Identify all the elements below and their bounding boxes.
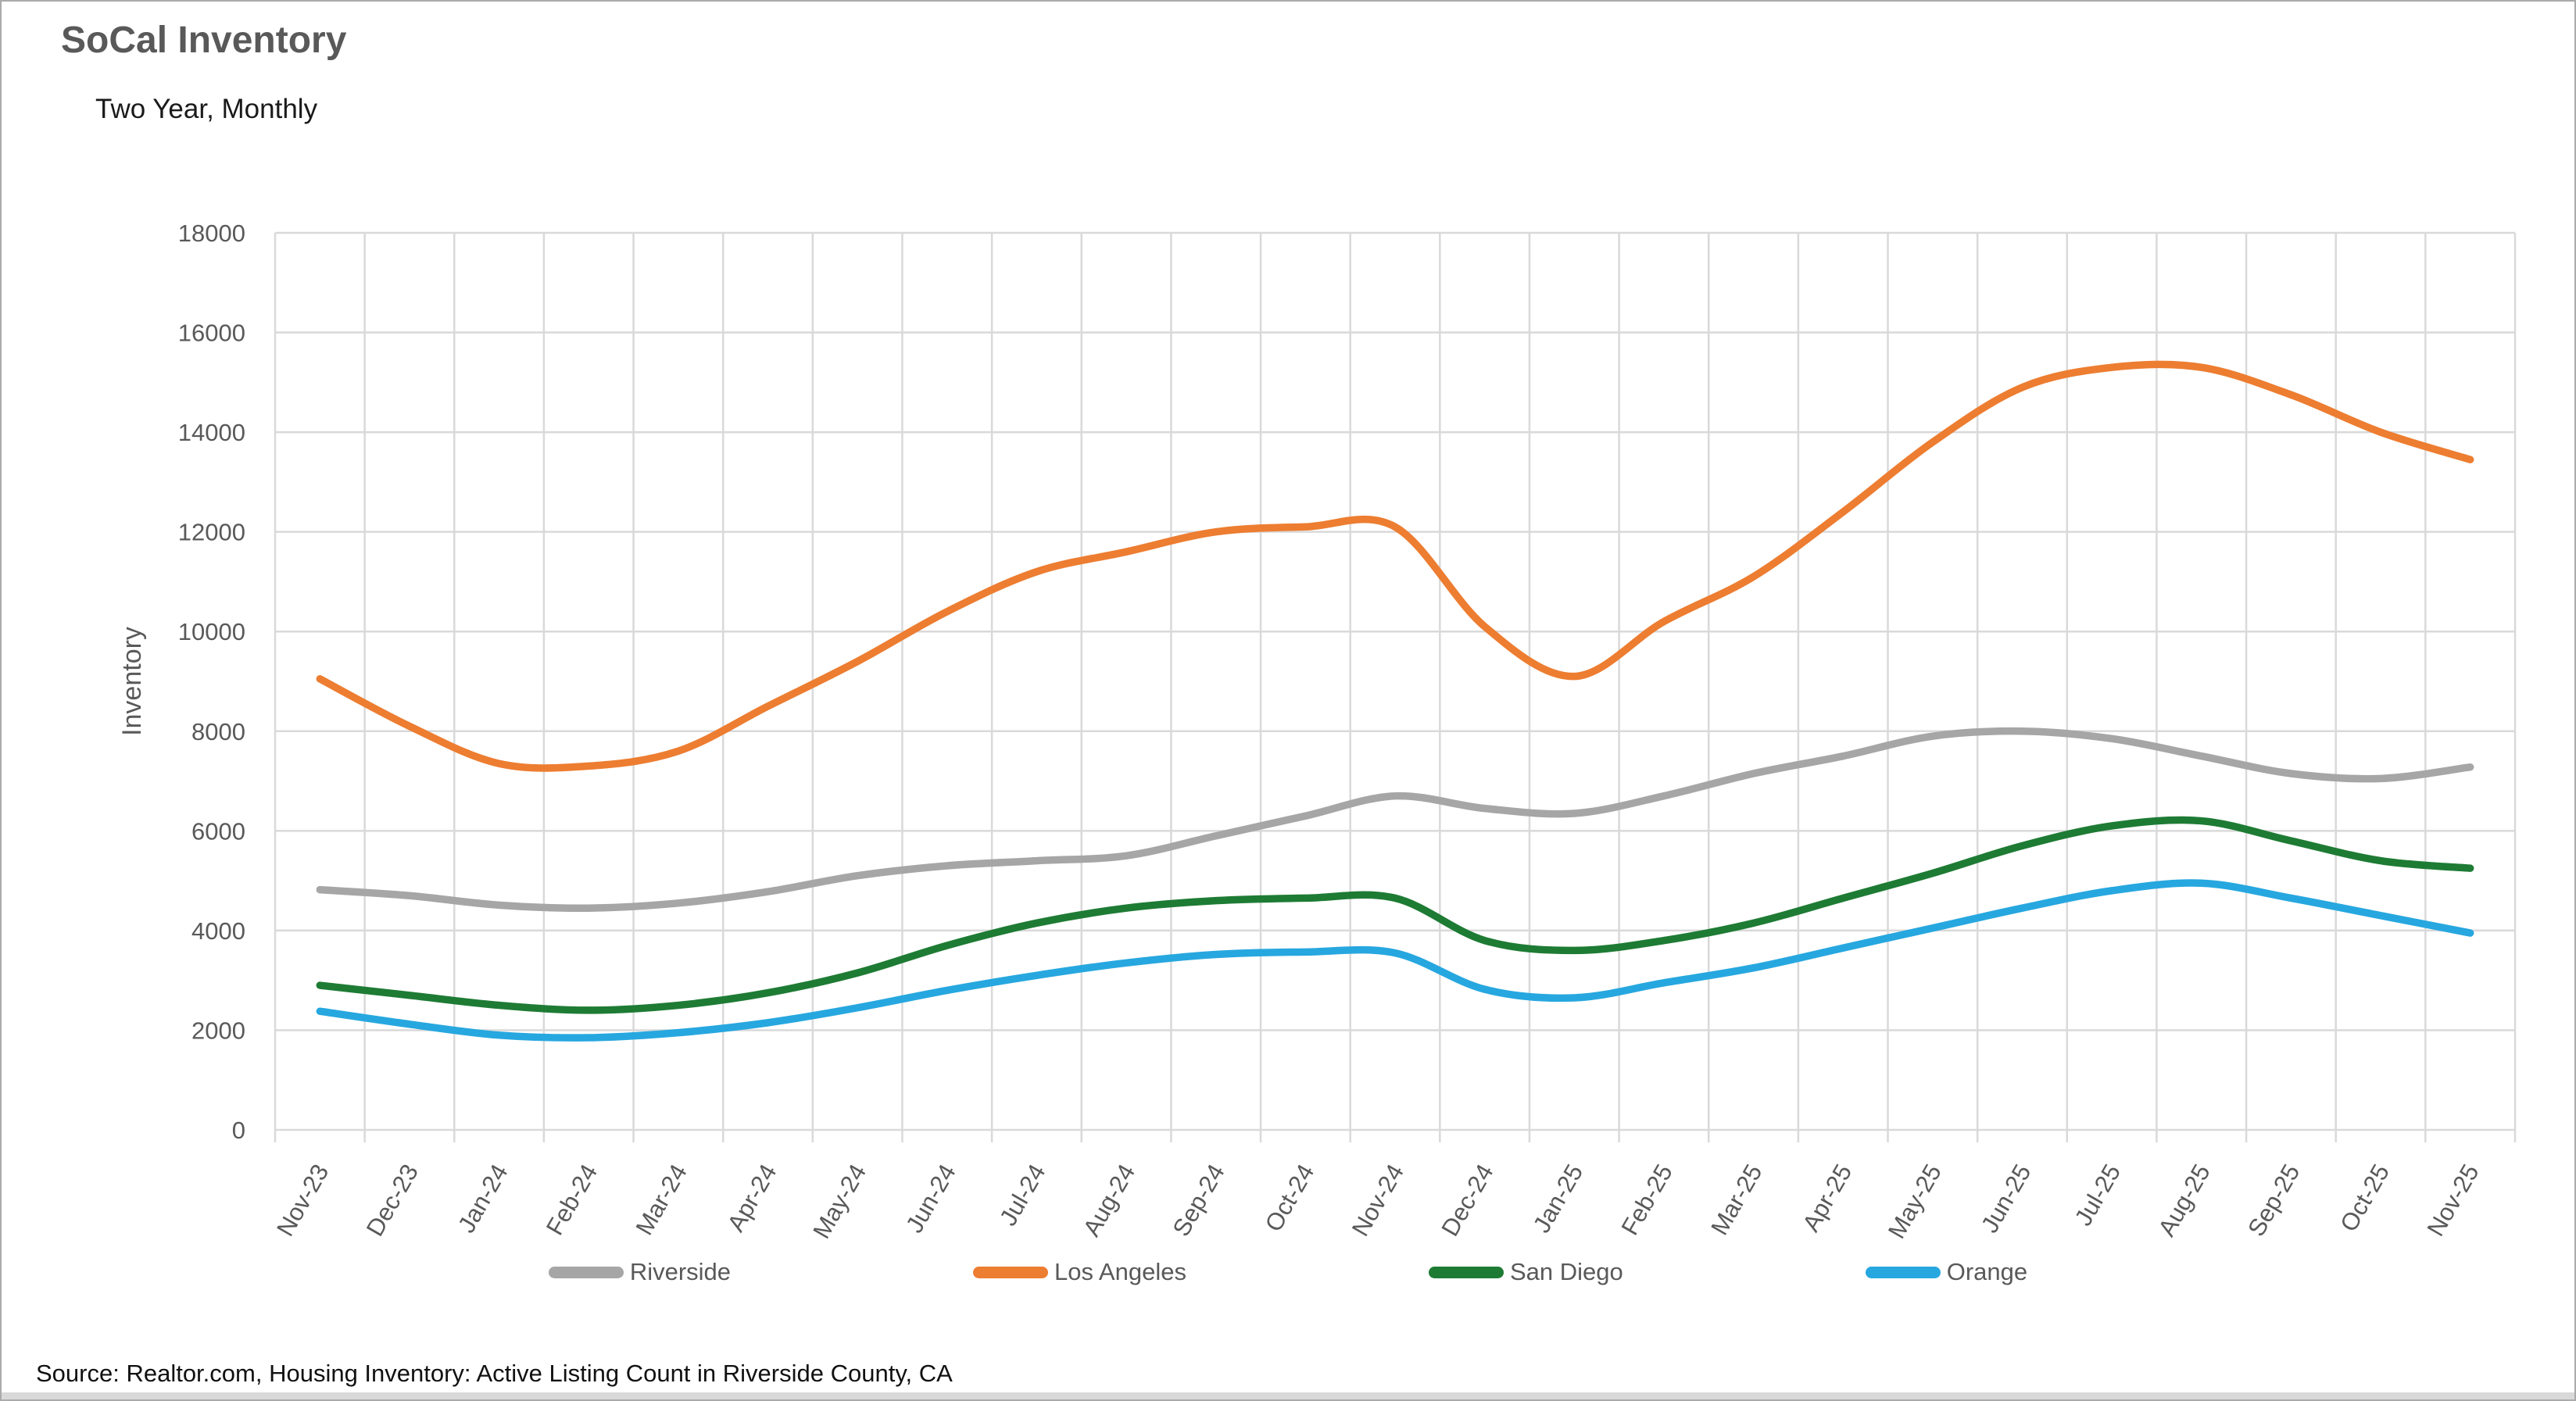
legend-swatch-icon xyxy=(548,1266,624,1278)
x-axis-tick-label: Nov-23 xyxy=(271,1160,334,1241)
legend-swatch-icon xyxy=(1865,1266,1941,1278)
x-axis-tick-label: Oct-25 xyxy=(2334,1160,2395,1236)
chart-subtitle: Two Year, Monthly xyxy=(95,94,318,124)
source-note: Source: Realtor.com, Housing Inventory: … xyxy=(36,1360,953,1387)
x-axis-tick-label: Oct-24 xyxy=(1260,1160,1320,1236)
x-axis-tick-label: Dec-24 xyxy=(1436,1160,1498,1241)
y-axis-tick-label: 0 xyxy=(232,1117,245,1144)
legend-item-los-angeles: Los Angeles xyxy=(973,1258,1186,1286)
y-axis-tick-label: 4000 xyxy=(191,917,245,945)
legend-label: San Diego xyxy=(1509,1258,1623,1285)
x-axis-tick-label: Mar-25 xyxy=(1705,1160,1767,1240)
x-axis-tick-label: Apr-24 xyxy=(722,1160,782,1236)
series-line-orange xyxy=(316,879,2474,1042)
x-axis-tick-label: Sep-24 xyxy=(1167,1160,1229,1241)
x-axis-tick-label: Sep-25 xyxy=(2242,1160,2305,1241)
x-axis-tick-label: May-24 xyxy=(807,1160,871,1243)
series-line-san-diego xyxy=(316,816,2474,1014)
x-axis-tick-label: Jan-24 xyxy=(453,1160,513,1238)
y-axis-tick-label: 8000 xyxy=(191,718,245,745)
series-line-riverside xyxy=(316,727,2474,913)
legend-label: Orange xyxy=(1946,1258,2028,1285)
x-axis-tick-label: Mar-24 xyxy=(631,1160,692,1240)
legend-swatch-icon xyxy=(973,1266,1049,1278)
legend-swatch-icon xyxy=(1428,1266,1504,1278)
y-axis-tick-label: 2000 xyxy=(191,1017,245,1044)
y-axis-tick-label: 18000 xyxy=(178,220,245,247)
legend-item-riverside: Riverside xyxy=(548,1258,732,1286)
chart-legend: Riverside Los Angeles San Diego Orange xyxy=(2,1258,2574,1286)
legend-label: Riverside xyxy=(629,1258,732,1285)
x-axis-tick-label: Feb-24 xyxy=(541,1160,603,1240)
series-line-los-angeles xyxy=(316,360,2474,772)
legend-item-san-diego: San Diego xyxy=(1428,1258,1623,1286)
legend-item-orange: Orange xyxy=(1865,1258,2028,1286)
x-axis-tick-label: Jan-25 xyxy=(1528,1160,1589,1238)
x-axis-tick-label: Jun-25 xyxy=(1976,1160,2037,1238)
x-axis-tick-label: Feb-25 xyxy=(1616,1160,1678,1240)
x-axis-tick-label: Dec-23 xyxy=(361,1160,424,1241)
x-axis-tick-label: Apr-25 xyxy=(1797,1160,1857,1236)
y-axis-tick-label: 16000 xyxy=(178,320,245,347)
x-axis-tick-label: Jun-24 xyxy=(900,1160,961,1238)
x-axis-tick-label: Aug-25 xyxy=(2153,1160,2216,1241)
y-axis-tick-label: 6000 xyxy=(191,817,245,845)
y-axis-tick-label: 12000 xyxy=(178,519,245,546)
x-axis-tick-label: May-25 xyxy=(1883,1160,1947,1243)
y-axis-title: Inventory xyxy=(117,627,147,736)
x-axis-tick-label: Aug-24 xyxy=(1078,1160,1140,1241)
y-axis-tick-label: 10000 xyxy=(178,618,245,645)
x-axis-tick-label: Nov-24 xyxy=(1347,1160,1409,1241)
page-title: SoCal Inventory xyxy=(61,20,347,61)
x-axis-tick-label: Nov-25 xyxy=(2421,1160,2484,1241)
bottom-border-strip xyxy=(2,1392,2574,1399)
y-axis-tick-label: 14000 xyxy=(178,419,245,446)
x-axis-tick-label: Jul-25 xyxy=(2070,1160,2127,1231)
legend-label: Los Angeles xyxy=(1054,1258,1186,1285)
x-axis-tick-label: Jul-24 xyxy=(994,1160,1051,1231)
